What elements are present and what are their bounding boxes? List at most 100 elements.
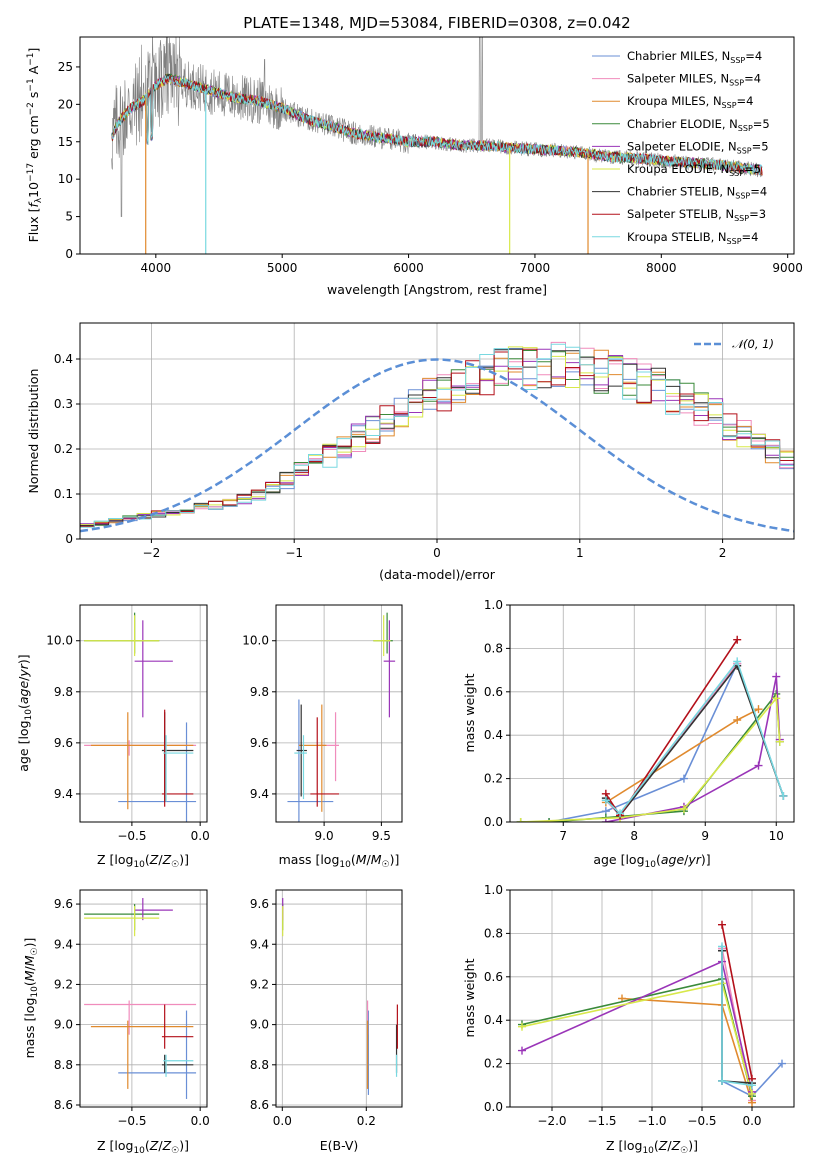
residual-histogram-step	[80, 346, 794, 526]
y-tick-label: 0.4	[54, 352, 73, 366]
y-tick-label: 9.8	[250, 685, 269, 699]
y-tick-label: 0.4	[484, 1013, 503, 1027]
mass-weight-series-line	[605, 659, 785, 815]
observed-spectrum-line	[111, 37, 763, 217]
age-vs-Z-data	[84, 612, 197, 822]
weight-vs-Z-xlabel: Z [log10(Z/Z☉)]	[606, 1138, 698, 1156]
residual-histogram-step	[80, 348, 794, 526]
x-tick-label: 0.0	[273, 1114, 292, 1128]
x-tick-label: 0.0	[742, 1114, 761, 1128]
spectrum-ylabel: Flux [fλ10−17 erg cm−2 s−1 A−1]	[26, 48, 44, 243]
weight-vs-Z-data	[518, 920, 786, 1107]
age-vs-mass-data	[287, 612, 396, 822]
y-tick-label: 0.8	[484, 926, 503, 940]
age-vs-Z-grid	[80, 605, 207, 822]
residual-histogram-step	[80, 348, 794, 527]
histogram-xlabel: (data-model)/error	[379, 567, 496, 582]
mass-vs-Z-frame	[79, 889, 208, 1108]
y-tick-label: 0.8	[484, 641, 503, 655]
residual-histogram-panel: (data-model)/error Normed distribution 𝒩…	[26, 322, 795, 582]
y-tick-label: 8.8	[250, 1058, 269, 1072]
x-tick-label: 7	[559, 829, 567, 843]
mass-vs-Z-plot-layer	[80, 890, 207, 1107]
histogram-legend-text: 𝒩(0, 1)	[732, 337, 774, 351]
y-tick-label: 8.6	[54, 1098, 73, 1112]
x-tick-label: 7000	[520, 261, 551, 275]
spectrum-panel: wavelength [Angstrom, rest frame] Flux […	[26, 36, 803, 297]
age-vs-mass-xlabel: mass [log10(M/M☉)]	[279, 852, 400, 870]
normal-distribution-curve	[80, 358, 794, 533]
mass-weight-point-marker	[516, 818, 525, 822]
x-tick-label: −1	[285, 546, 303, 560]
x-tick-label: 0	[433, 546, 441, 560]
mass-weight-point-marker	[718, 920, 726, 929]
mass-vs-Z-panel: Z [log10(Z/Z☉)] mass [log10(M/M☉)] −0.5 0…	[22, 889, 210, 1156]
y-tick-label: 0	[65, 247, 73, 261]
mass-weight-point-marker	[545, 818, 554, 822]
x-tick-label: −1.5	[587, 1114, 616, 1128]
mass-weight-point-marker	[518, 1022, 526, 1031]
x-tick-label: 8	[630, 829, 638, 843]
y-tick-label: 9.2	[54, 977, 73, 991]
legend-entry-label: Kroupa STELIB, NSSP=4	[627, 230, 758, 246]
y-tick-label: 1.0	[484, 598, 503, 612]
x-tick-label: −0.5	[117, 1114, 146, 1128]
mass-vs-ebv-xlabel: E(B-V)	[320, 1138, 359, 1153]
mass-vs-ebv-plot-layer	[276, 890, 402, 1107]
weight-vs-age-frame	[509, 604, 795, 823]
y-tick-label: 9.4	[54, 937, 73, 951]
residual-histogram-step	[80, 348, 794, 525]
y-tick-label: 0.3	[54, 397, 73, 411]
mass-weight-point-marker	[748, 1081, 756, 1090]
age-vs-Z-panel: Z [log10(Z/Z☉)] age [log10(age/yr)] −0.5…	[16, 604, 210, 870]
x-tick-label: 0.0	[191, 829, 210, 843]
mass-vs-ebv-panel: E(B-V) 0.0 0.2 8.6 8.8 9.0 9.2 9.4 9.6	[250, 889, 403, 1153]
mass-vs-Z-data	[84, 898, 197, 1099]
mass-weight-point-marker	[778, 1059, 786, 1068]
x-tick-label: −0.5	[117, 829, 146, 843]
legend-entry-label: Salpeter MILES, NSSP=4	[627, 72, 761, 88]
spectrum-data	[111, 37, 763, 254]
legend-entry-label: Chabrier STELIB, NSSP=4	[627, 185, 767, 201]
mass-weight-point-marker	[733, 716, 742, 725]
mass-weight-point-marker	[775, 737, 784, 746]
y-tick-label: 0.4	[484, 728, 503, 742]
x-tick-label: −0.5	[687, 1114, 716, 1128]
y-tick-label: 9.6	[54, 736, 73, 750]
spectrum-xlabel: wavelength [Angstrom, rest frame]	[327, 282, 547, 297]
weight-vs-age-plot-layer	[510, 604, 794, 823]
x-tick-label: 10	[769, 829, 784, 843]
mass-vs-ebv-frame	[275, 889, 403, 1108]
mass-weight-point-marker	[718, 1076, 726, 1085]
spectrum-frame	[79, 36, 795, 255]
weight-vs-age-xlabel: age [log10(age/yr)]	[593, 852, 710, 870]
x-tick-label: 5000	[267, 261, 298, 275]
y-tick-label: 9.4	[250, 937, 269, 951]
mass-weight-point-marker	[679, 804, 688, 813]
mass-weight-point-marker	[518, 1046, 526, 1055]
mass-weight-series-line	[721, 946, 753, 1087]
legend-entry-label: Kroupa MILES, NSSP=4	[627, 94, 753, 110]
mass-weight-series-line	[721, 924, 753, 1079]
y-tick-label: 9.0	[250, 1018, 269, 1032]
y-tick-label: 10.0	[46, 634, 73, 648]
x-tick-label: 4000	[141, 261, 172, 275]
x-tick-label: 9	[701, 829, 709, 843]
y-tick-label: 9.8	[54, 685, 73, 699]
mass-vs-Z-grid	[80, 890, 207, 1107]
age-vs-mass-frame	[275, 604, 403, 823]
mass-weight-series-line	[520, 691, 781, 822]
y-tick-label: 0.6	[484, 685, 503, 699]
mass-weight-series-line	[548, 661, 785, 822]
y-tick-label: 0	[65, 532, 73, 546]
x-tick-label: −2.0	[537, 1114, 566, 1128]
y-tick-label: 9.4	[54, 787, 73, 801]
mass-weight-point-marker	[616, 809, 625, 818]
weight-vs-age-panel: age [log10(age/yr)] mass weight 7 8 9 10 0.0…	[462, 598, 795, 870]
weight-vs-age-ylabel: mass weight	[462, 673, 477, 752]
mass-weight-point-marker	[772, 672, 781, 681]
legend-entry-label: Chabrier ELODIE, NSSP=5	[627, 117, 770, 133]
x-tick-label: −1.0	[637, 1114, 666, 1128]
y-tick-label: 8.8	[54, 1058, 73, 1072]
